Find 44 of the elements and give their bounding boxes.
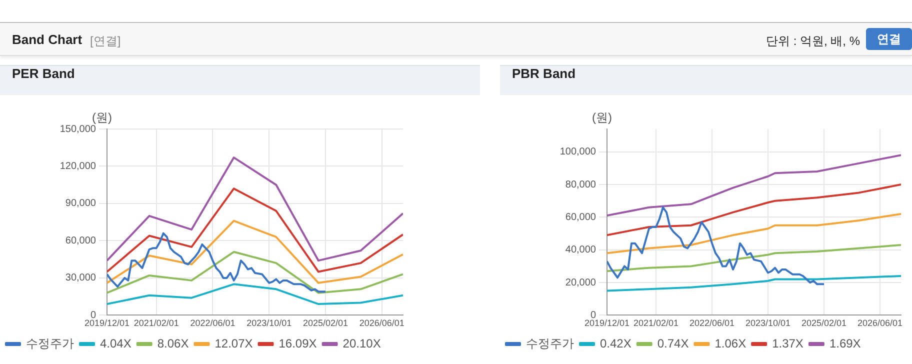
chart-title: PER Band (0, 65, 480, 95)
legend-label: 1.37X (772, 336, 804, 350)
x-tick-label: 2022/06/01 (190, 318, 236, 328)
button: 연결 (866, 28, 912, 50)
legend-label: 4.04X (100, 336, 132, 350)
y-tick-label: 30,000 (65, 272, 96, 284)
x-tick-label: 2025/02/01 (801, 318, 847, 328)
legend-label: 1.06X (714, 336, 746, 350)
legend-label: 8.06X (157, 336, 189, 350)
y-tick-label: 0 (590, 310, 596, 321)
chart-title: PBR Band (500, 65, 912, 95)
x-tick-label: 2026/06/01 (359, 318, 404, 328)
y-tick-label: 80,000 (565, 179, 596, 190)
y-tick-label: 100,000 (560, 146, 596, 158)
x-tick-label: 2021/02/01 (633, 318, 679, 328)
legend-label: 0.74X (657, 336, 689, 350)
x-tick-label: 2025/02/01 (302, 318, 348, 328)
x-tick-label: 2026/06/01 (857, 318, 903, 328)
text: 단위 : 억원, 배, % (766, 33, 860, 50)
legend-label: 1.69X (829, 336, 861, 350)
text: [연결] (90, 33, 121, 50)
y-tick-label: 90,000 (65, 198, 96, 210)
y-tick-label: 40,000 (565, 244, 596, 256)
legend-label: 수정주가 (26, 336, 74, 350)
x-tick-label: 2023/10/01 (246, 318, 292, 328)
legend-label: 수정주가 (526, 336, 574, 350)
y-axis-title: (원) (592, 110, 612, 124)
text: Band Chart (12, 32, 82, 47)
y-tick-label: 60,000 (65, 235, 96, 246)
y-axis-title: (원) (92, 110, 112, 124)
legend-label: 16.09X (278, 336, 317, 350)
y-tick-label: 20,000 (565, 277, 596, 288)
y-tick-label: 150,000 (60, 124, 96, 135)
y-tick-label: 0 (90, 310, 96, 321)
x-tick-label: 2019/12/01 (584, 318, 630, 328)
x-tick-label: 2019/12/01 (84, 318, 130, 328)
y-tick-label: 120,000 (60, 160, 96, 172)
legend-label: 20.10X (342, 336, 381, 350)
legend-label: 12.07X (214, 336, 253, 350)
legend-label: 0.42X (600, 336, 632, 350)
x-tick-label: 2021/02/01 (134, 318, 179, 328)
x-tick-label: 2022/06/01 (689, 318, 735, 328)
y-tick-label: 60,000 (565, 212, 596, 223)
x-tick-label: 2023/10/01 (745, 318, 791, 328)
